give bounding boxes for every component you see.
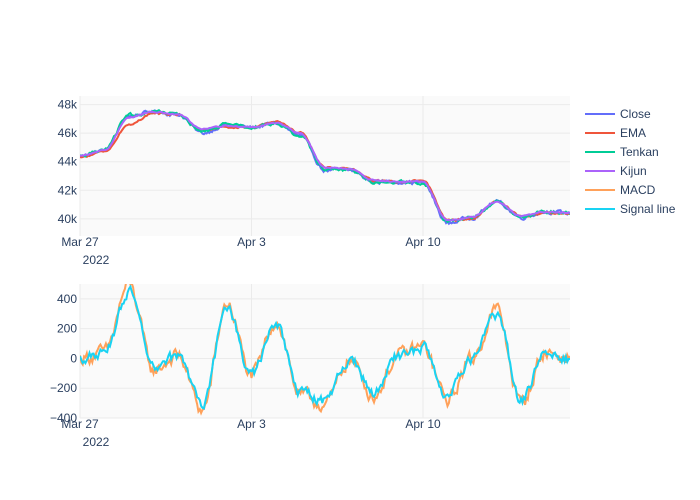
legend-item: MACD <box>585 183 656 197</box>
y-tick-label: 42k <box>58 183 78 197</box>
y-tick-label: 40k <box>58 212 78 226</box>
price-chart-panel: 40k 42k 44k 46k 48k Mar 27 2022 Apr 3 Apr 10 <box>58 96 570 267</box>
legend-label: Tenkan <box>620 145 659 159</box>
legend-item: Tenkan <box>585 145 659 159</box>
legend-label: Close <box>620 107 651 121</box>
legend-label: EMA <box>620 126 646 140</box>
y-tick-label: 200 <box>57 322 77 336</box>
y-tick-label: 0 <box>70 351 77 365</box>
x-tick-label: Mar 27 <box>61 417 99 431</box>
legend-item: EMA <box>585 126 646 140</box>
legend-label: Kijun <box>620 164 647 178</box>
legend-item: Signal line <box>585 202 676 216</box>
y-tick-label: 46k <box>58 126 78 140</box>
x-tick-sublabel: 2022 <box>83 253 110 267</box>
y-tick-label: −400 <box>50 411 77 425</box>
y-tick-label: 48k <box>58 98 78 112</box>
x-tick-label: Apr 10 <box>405 235 441 249</box>
plot-background <box>80 284 570 418</box>
legend: Close EMA Tenkan Kijun MACD Signal line <box>585 107 676 216</box>
legend-label: Signal line <box>620 202 676 216</box>
series-line-signal-line <box>80 284 570 410</box>
y-tick-label: 400 <box>57 292 77 306</box>
macd-chart-panel: −400 −200 0 200 400 Mar 27 2022 Apr 3 Apr 10 <box>50 284 570 449</box>
x-tick-label: Apr 10 <box>405 417 441 431</box>
plot-background <box>80 96 570 236</box>
legend-item: Kijun <box>585 164 647 178</box>
y-tick-label: 44k <box>58 155 78 169</box>
y-tick-label: −200 <box>50 381 77 395</box>
x-tick-label: Apr 3 <box>237 235 266 249</box>
legend-item: Close <box>585 107 651 121</box>
series-line-kijun <box>80 110 570 222</box>
x-tick-label: Mar 27 <box>61 235 99 249</box>
x-tick-sublabel: 2022 <box>83 435 110 449</box>
x-tick-label: Apr 3 <box>237 417 266 431</box>
legend-label: MACD <box>620 183 656 197</box>
